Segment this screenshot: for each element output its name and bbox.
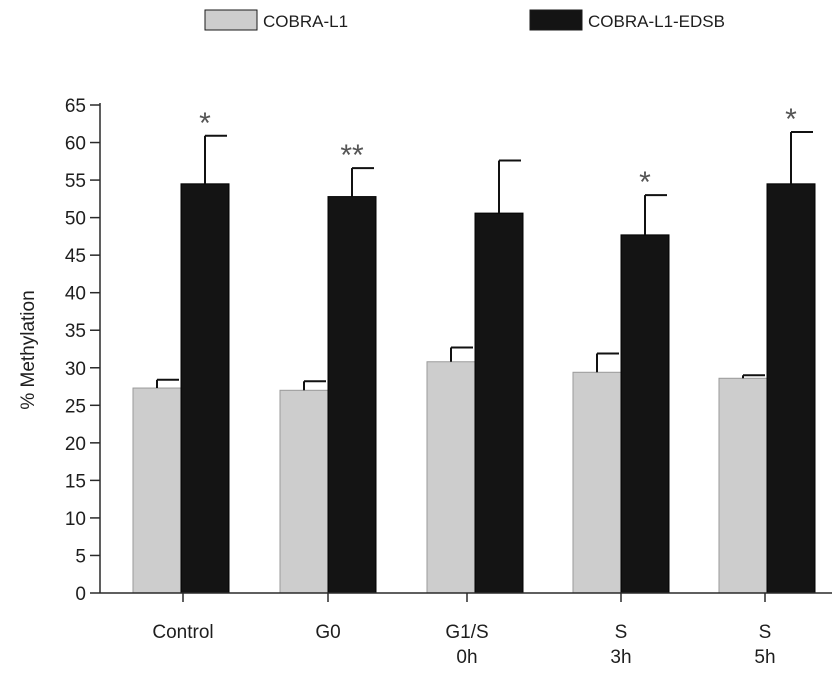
y-tick-label: 35 <box>65 321 86 342</box>
bar-cobra-l1-edsb-4 <box>620 234 670 594</box>
significance-marker-2: ** <box>340 139 364 172</box>
plot-area: ***** <box>132 103 816 594</box>
y-tick-label: 10 <box>65 509 86 530</box>
bar-cobra-l1-2 <box>279 389 329 594</box>
legend-swatch-1 <box>204 9 258 31</box>
bar-cobra-l1-4 <box>572 371 622 594</box>
legend-label-1: COBRA-L1 <box>263 12 348 31</box>
significance-marker-5: * <box>785 103 797 136</box>
y-tick-label: 55 <box>65 171 86 192</box>
x-tick-label: G0 <box>315 622 340 643</box>
y-tick-label: 30 <box>65 359 86 380</box>
y-tick-label: 25 <box>65 396 86 417</box>
y-tick-label: 50 <box>65 209 86 230</box>
y-tick-label: 40 <box>65 284 86 305</box>
y-tick-label: 20 <box>65 434 86 455</box>
bar-cobra-l1-5 <box>718 377 768 594</box>
significance-marker-1: * <box>199 107 211 140</box>
bar-cobra-l1-1 <box>132 387 182 594</box>
x-tick-label: Control <box>152 622 213 643</box>
significance-marker-4: * <box>639 166 651 199</box>
bar-cobra-l1-edsb-5 <box>766 183 816 594</box>
x-tick-label: S <box>759 622 772 643</box>
y-tick-label: 45 <box>65 246 86 267</box>
x-tick-label: 3h <box>610 647 631 668</box>
x-tick-label: G1/S <box>445 622 488 643</box>
bar-cobra-l1-edsb-2 <box>327 196 377 594</box>
y-tick-label: 60 <box>65 134 86 155</box>
x-axis: Control G0 G1/S 0h S 3h S 5h <box>100 592 832 668</box>
bar-cobra-l1-edsb-3 <box>474 212 524 594</box>
y-tick-label: 15 <box>65 471 86 492</box>
y-tick-label: 0 <box>75 584 86 605</box>
legend: COBRA-L1 COBRA-L1-EDSB <box>204 9 725 31</box>
x-tick-label: 5h <box>754 647 775 668</box>
bar-cobra-l1-3 <box>426 361 476 594</box>
x-tick-label: S <box>615 622 628 643</box>
y-axis-label: % Methylation <box>18 290 39 409</box>
bar-cobra-l1-edsb-1 <box>180 183 230 594</box>
y-tick-label: 65 <box>65 96 86 117</box>
legend-swatch-2 <box>529 9 583 31</box>
x-tick-label: 0h <box>456 647 477 668</box>
legend-label-2: COBRA-L1-EDSB <box>588 12 725 31</box>
y-tick-label: 5 <box>75 546 86 567</box>
y-axis: 0 5 10 15 20 25 30 35 40 45 50 55 60 65 <box>65 96 101 605</box>
